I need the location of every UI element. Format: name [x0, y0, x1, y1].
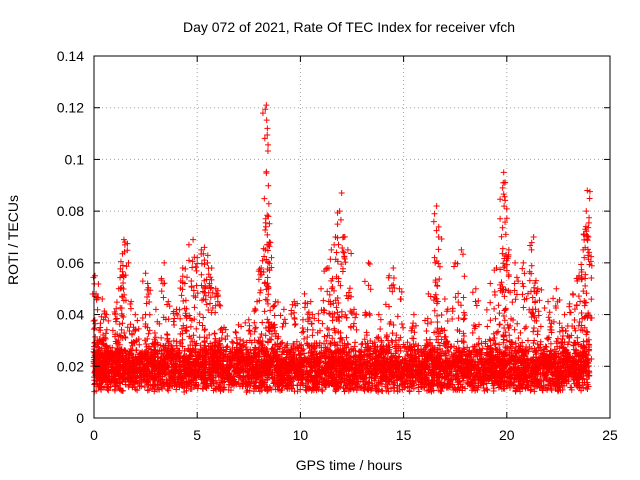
data-point-band: [230, 339, 237, 346]
data-point-band: [409, 335, 416, 342]
data-point-band: [146, 386, 153, 393]
data-point-band: [490, 388, 497, 395]
data-point-band: [475, 340, 482, 347]
data-point-band: [547, 347, 554, 354]
data-point-band: [136, 341, 143, 348]
data-point-band: [454, 338, 461, 345]
data-point-band: [444, 347, 451, 354]
data-point-band: [460, 338, 467, 345]
data-point-band: [134, 387, 141, 394]
data-point-band: [240, 337, 247, 344]
data-point-band: [515, 335, 522, 342]
chart-title: Day 072 of 2021, Rate Of TEC Index for r…: [183, 19, 515, 35]
data-point-band: [144, 387, 151, 394]
data-point-band: [445, 348, 452, 355]
data-point-band: [484, 387, 491, 394]
data-point-band: [478, 340, 485, 347]
data-point-band: [165, 387, 172, 394]
data-point-band: [229, 338, 236, 345]
data-point-band: [329, 335, 336, 342]
data-points: [89, 102, 595, 395]
data-point-band: [584, 386, 591, 393]
data-point-band: [158, 334, 165, 341]
data-point-band: [524, 337, 531, 344]
data-point-band: [165, 381, 172, 388]
data-point-band: [438, 336, 445, 343]
grid: [94, 56, 610, 418]
data-point-band: [547, 340, 554, 347]
data-point-band: [109, 344, 116, 351]
data-point-band: [480, 385, 487, 392]
